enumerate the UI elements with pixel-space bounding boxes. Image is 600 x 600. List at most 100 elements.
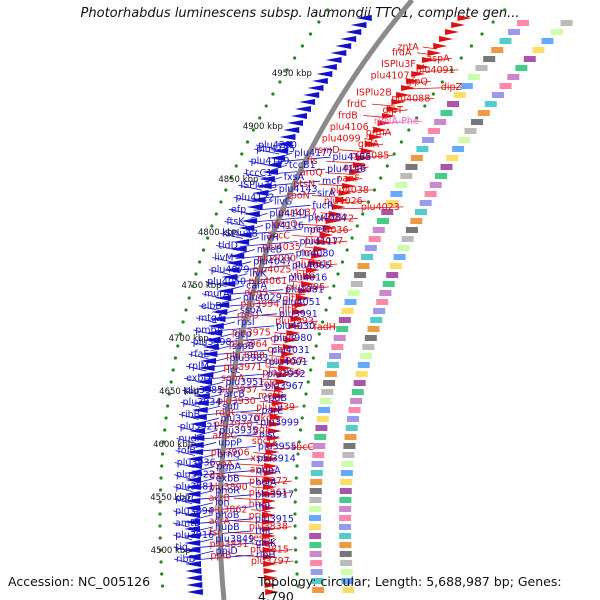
left-gene-label: plu3994 xyxy=(240,299,279,310)
tick-mark xyxy=(503,8,507,12)
feature-block xyxy=(401,236,414,242)
feature-block xyxy=(370,317,383,323)
tick-mark xyxy=(198,260,202,264)
tick-mark xyxy=(293,524,297,528)
feature-block xyxy=(309,533,322,539)
feature-block xyxy=(389,263,402,269)
right-gene-label: ribD xyxy=(176,554,196,565)
feature-block xyxy=(376,218,389,224)
right-leader-line xyxy=(198,305,221,312)
right-leader-line xyxy=(192,542,254,549)
gene-arrow-left xyxy=(264,456,279,462)
left-gene-label: gltD xyxy=(282,293,302,304)
left-leader-line xyxy=(282,383,286,387)
left-gene-label: plu4038 xyxy=(330,185,369,196)
right-gene-label: gcp xyxy=(234,329,251,340)
left-gene-label: plu4037 xyxy=(278,208,317,219)
tick-mark xyxy=(415,116,419,120)
right-gene-label: plu3915 xyxy=(255,514,294,525)
left-leader-line xyxy=(278,406,299,410)
right-leader-line xyxy=(208,269,231,275)
gene-arrows xyxy=(184,15,472,595)
feature-block xyxy=(483,56,496,62)
left-gene-label: hha xyxy=(249,499,267,510)
tick-mark xyxy=(293,536,297,540)
left-gene-label: plu3971 xyxy=(223,362,262,373)
right-leader-line xyxy=(210,345,230,352)
left-gene-label: cyoA xyxy=(210,459,234,470)
gene-arrow-left xyxy=(303,274,318,280)
gene-arrow-left xyxy=(279,358,294,364)
right-leader-line xyxy=(195,446,256,452)
gene-arrow-right xyxy=(189,428,206,434)
left-gene-label: frdB xyxy=(338,111,358,122)
left-gene-label: dipZ xyxy=(441,82,463,93)
gene-arrow-left xyxy=(445,29,460,35)
gene-arrow-left xyxy=(262,491,277,497)
feature-block xyxy=(419,200,432,206)
gene-arrow-left xyxy=(276,372,291,378)
left-gene-label: plu3988 xyxy=(226,350,265,361)
gene-arrow-left xyxy=(416,64,431,70)
gene-arrow-left xyxy=(301,281,316,287)
left-gene-label: yhbG xyxy=(290,270,315,281)
left-gene-label: plu3993 xyxy=(275,316,314,327)
gene-arrow-right xyxy=(209,316,226,322)
gene-arrow-left xyxy=(349,169,364,175)
gene-arrow-right xyxy=(184,498,201,504)
gene-arrow-right xyxy=(355,15,372,21)
gene-arrow-right xyxy=(249,197,266,203)
feature-block xyxy=(491,47,504,53)
left-gene-label: plu4061 xyxy=(248,276,287,287)
feature-block xyxy=(397,245,410,251)
tick-mark xyxy=(300,44,305,48)
gene-arrow-right xyxy=(219,281,236,287)
left-leader-line xyxy=(267,503,271,507)
gene-arrow-right xyxy=(255,183,272,189)
gene-arrow-right xyxy=(241,218,258,224)
feature-block xyxy=(326,362,339,368)
gene-arrow-right xyxy=(268,155,285,161)
left-gene-label: plu3838 xyxy=(249,522,288,533)
feature-block xyxy=(347,416,360,422)
left-gene-label: degQ xyxy=(272,219,297,230)
right-gene-label: ISPlu4B xyxy=(222,228,258,239)
gene-arrow-right xyxy=(184,512,201,518)
gene-arrow-left xyxy=(265,589,280,595)
gene-arrow-left xyxy=(345,176,360,182)
tick-mark xyxy=(158,500,162,504)
left-leader-line xyxy=(372,103,396,107)
left-gene-label: accC xyxy=(267,230,290,241)
tick-mark xyxy=(214,212,218,216)
gene-arrow-right xyxy=(204,337,221,343)
left-leader-line xyxy=(296,320,318,324)
tick-mark xyxy=(258,116,262,120)
left-gene-label: plu3975 xyxy=(232,328,271,339)
right-gene-label: plu4146 xyxy=(327,164,366,175)
left-gene-label: plu3890 xyxy=(209,482,248,493)
tick-mark xyxy=(296,584,300,588)
tick-mark xyxy=(158,512,162,516)
tick-mark xyxy=(325,8,330,12)
gene-arrow-left xyxy=(433,43,448,49)
scale-label: 4750 kbp xyxy=(182,281,222,291)
gene-arrow-left xyxy=(288,323,303,329)
left-leader-line xyxy=(286,349,290,353)
tick-mark xyxy=(171,368,175,372)
tick-mark xyxy=(302,404,306,408)
tick-mark xyxy=(158,488,163,492)
feature-block xyxy=(339,506,352,512)
tick-mark xyxy=(159,560,163,564)
right-gene-label: ribH xyxy=(256,550,276,561)
tick-mark xyxy=(165,404,170,408)
gene-arrow-left xyxy=(278,365,293,371)
right-gene-label: phoR xyxy=(215,486,240,497)
gene-arrow-right xyxy=(272,148,289,154)
gene-arrow-right xyxy=(184,533,201,539)
left-gene-label: rpsU xyxy=(237,310,259,321)
feature-block xyxy=(532,47,545,53)
left-gene-label: accB xyxy=(343,162,366,173)
gene-arrow-left xyxy=(264,575,279,581)
gene-arrow-right xyxy=(320,64,337,70)
left-gene-label: metC xyxy=(258,390,284,401)
